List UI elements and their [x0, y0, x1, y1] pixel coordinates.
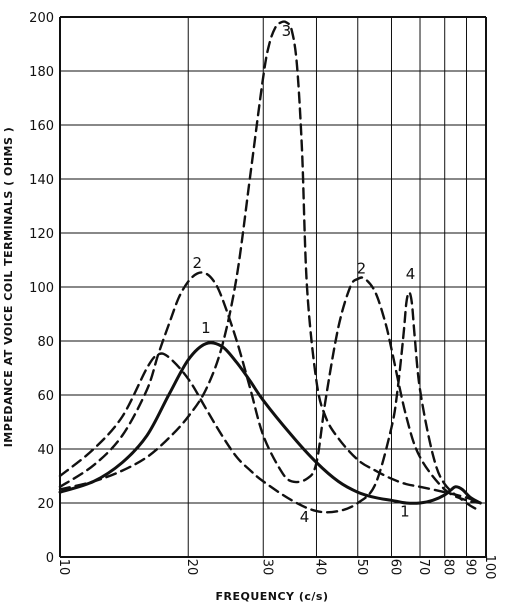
x-tick-label: 90	[463, 559, 478, 576]
y-tick-label: 180	[29, 65, 54, 80]
series-3-line	[58, 20, 482, 505]
y-tick-label: 160	[29, 119, 54, 134]
x-axis-label: FREQUENCY (c/s)	[215, 590, 328, 603]
curve-label-1: 1	[201, 319, 211, 337]
grid-lines	[59, 16, 487, 558]
y-tick-label: 120	[29, 227, 54, 242]
x-tick-label: 30	[259, 559, 274, 576]
data-series	[58, 20, 482, 514]
y-axis-label: IMPEDANCE AT VOICE COIL TERMINALS ( OHMS…	[2, 127, 15, 448]
x-tick-label: 40	[312, 559, 327, 576]
x-tick-label: 80	[441, 559, 456, 576]
x-tick-label: 50	[354, 559, 369, 576]
x-tick-label: 10	[56, 559, 71, 576]
x-tick-label: 60	[387, 559, 402, 576]
y-tick-label: 100	[29, 281, 54, 296]
x-tick-label: 70	[416, 559, 431, 576]
series-1-line	[58, 341, 482, 505]
y-tick-label: 60	[37, 389, 54, 404]
y-tick-label: 140	[29, 173, 54, 188]
y-tick-label: 40	[37, 443, 54, 458]
curve-labels: 1 2 3 2 4 4 1	[192, 22, 415, 526]
x-tick-label: 20	[184, 559, 199, 576]
y-tick-label: 80	[37, 335, 54, 350]
y-tick-label: 20	[37, 497, 54, 512]
y-tick-label: 200	[29, 11, 54, 26]
y-tick-label: 0	[46, 551, 54, 566]
curve-label-4: 4	[300, 508, 310, 526]
curve-label-3: 3	[282, 22, 292, 40]
series-4-line	[58, 291, 482, 514]
curve-label-1: 1	[400, 503, 410, 521]
curve-label-2: 2	[357, 260, 367, 278]
curve-label-4: 4	[406, 265, 416, 283]
series-2-line	[58, 271, 482, 505]
x-tick-label: 100	[482, 555, 497, 580]
curve-label-2: 2	[192, 254, 202, 272]
